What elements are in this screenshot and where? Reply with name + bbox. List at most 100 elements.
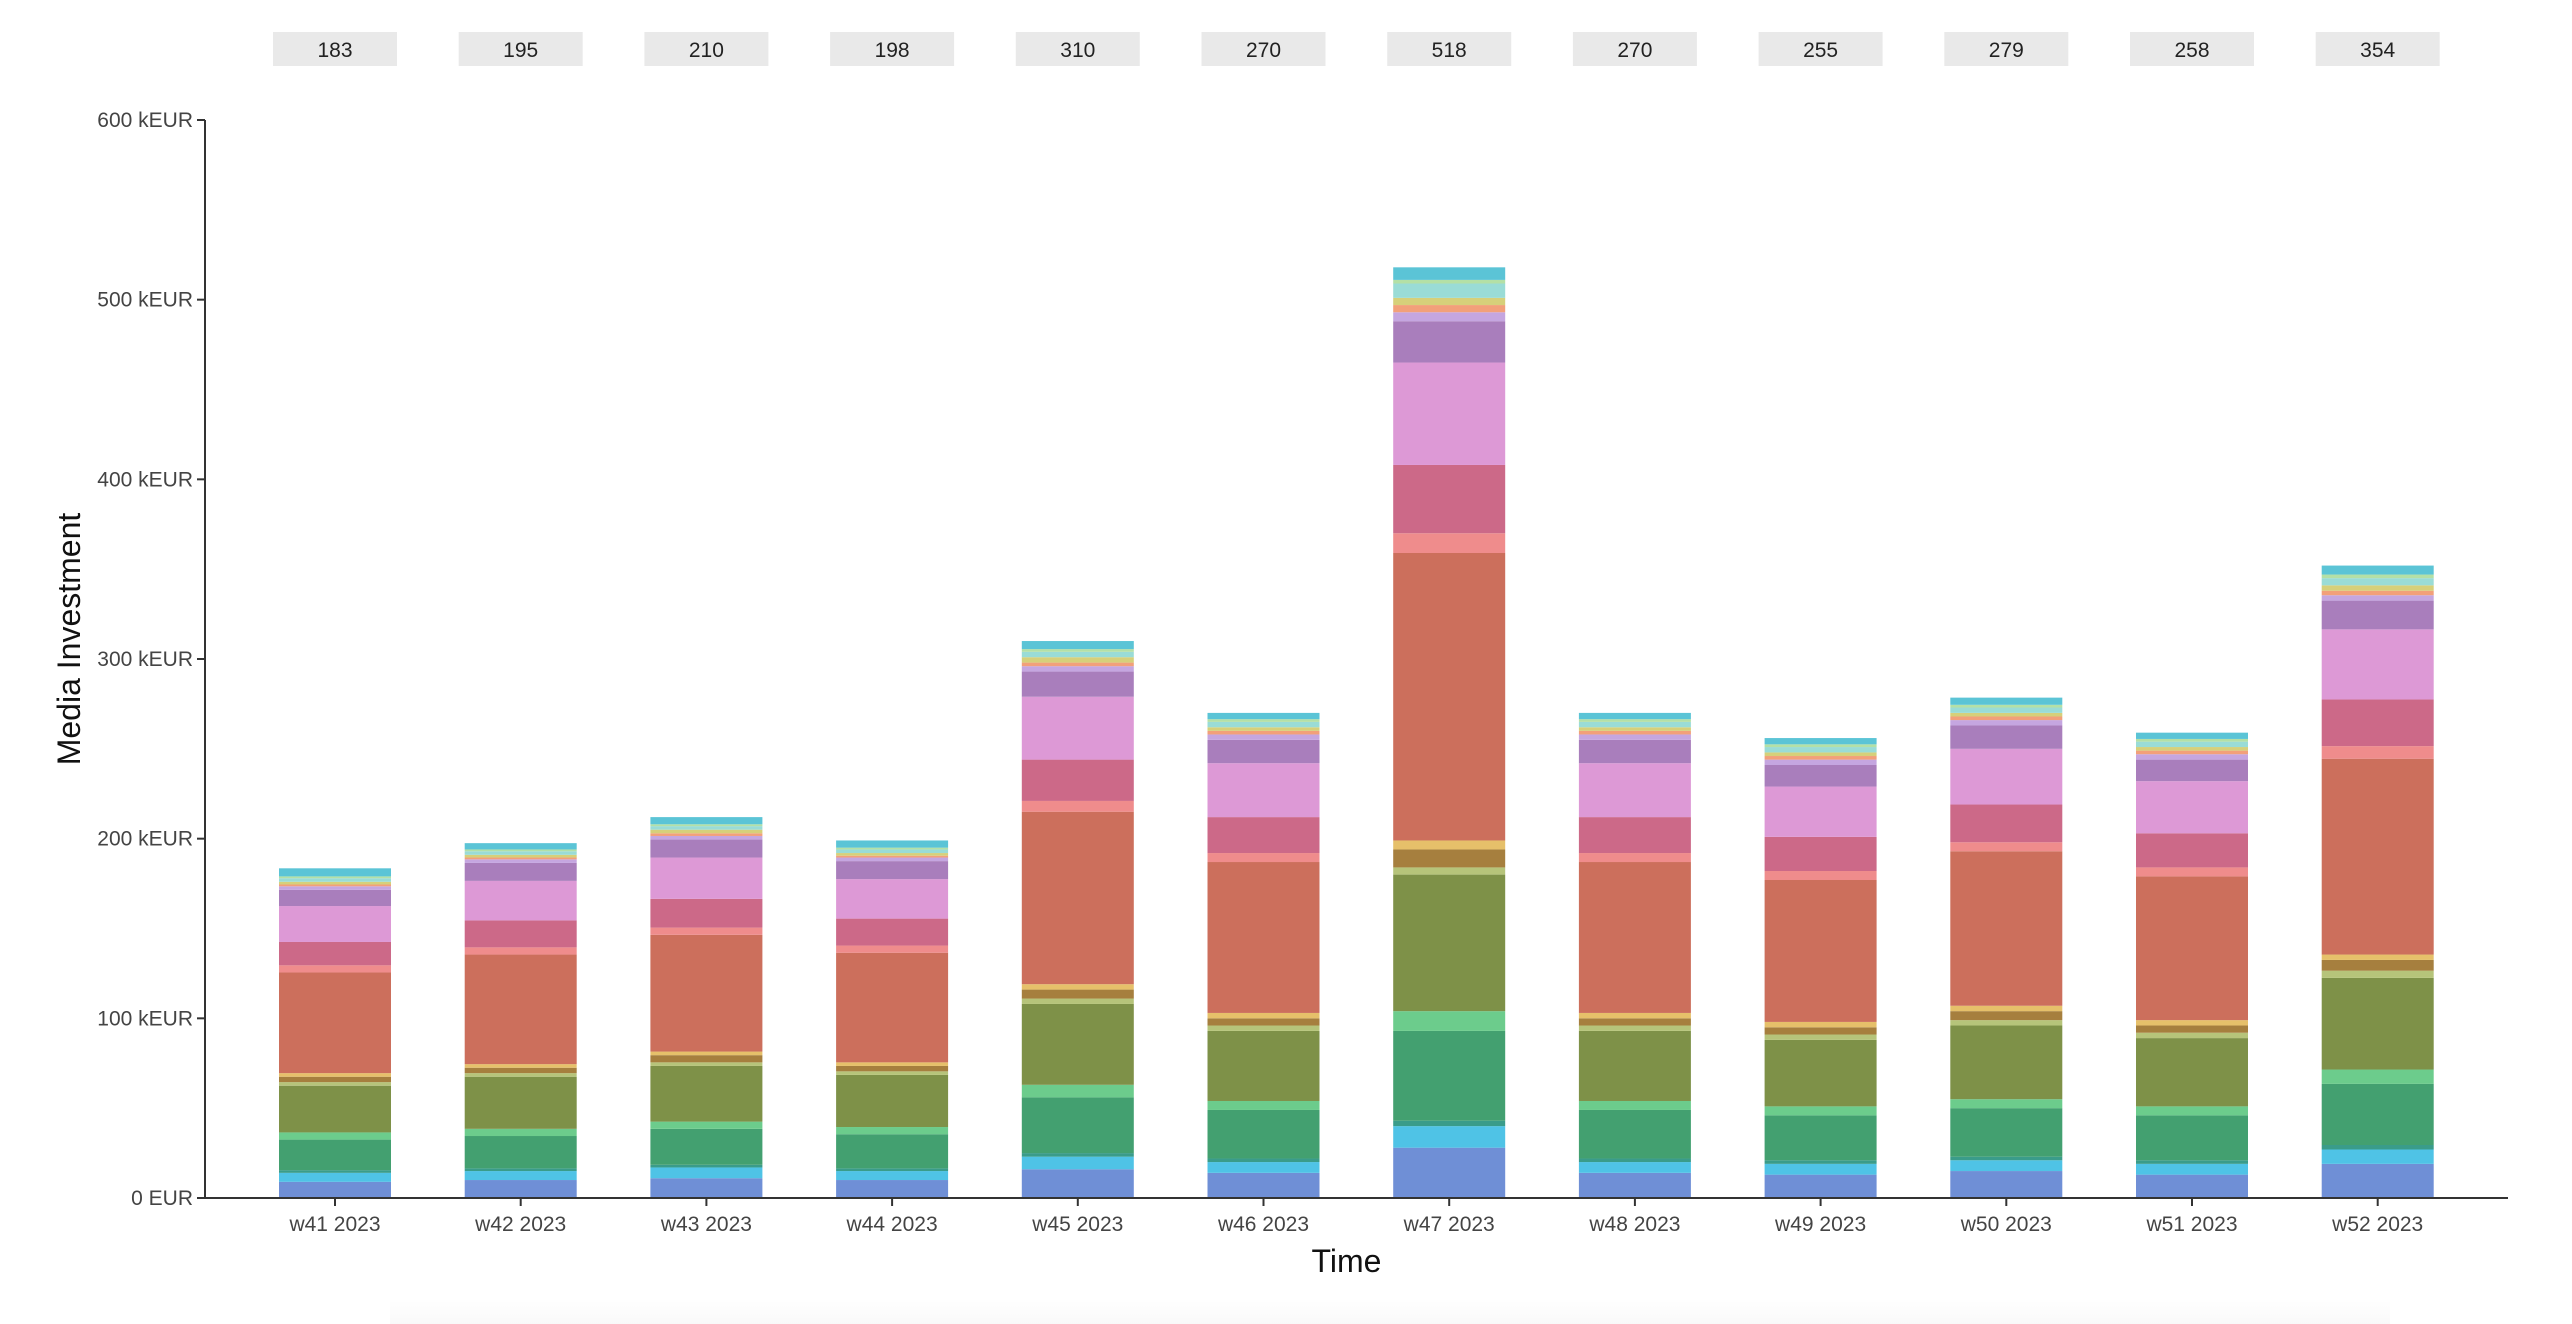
bar-segment	[836, 857, 949, 862]
bar-segment	[2136, 747, 2248, 751]
bar-segment	[1021, 696, 1134, 760]
bar-segment	[1393, 1126, 1506, 1148]
bar-segment	[1764, 744, 1877, 748]
total-badges: 183 195 210 198 310 270 518 270 255 279 258 354	[273, 32, 2440, 66]
bar-segment	[1393, 874, 1506, 1012]
bar-segment	[1207, 853, 1320, 863]
bar-segment	[1021, 800, 1134, 812]
y-tick-label: 500 kEUR	[97, 289, 193, 312]
bar-segment	[836, 855, 949, 858]
bar-segment	[1764, 836, 1877, 872]
bar-segment	[1393, 1011, 1506, 1031]
x-tick-label: w49 2023	[1774, 1213, 1866, 1236]
x-tick-label: w48 2023	[1588, 1213, 1680, 1236]
bar-segment	[836, 945, 949, 953]
bar-segment	[1393, 1030, 1506, 1121]
bar-segment	[650, 826, 763, 830]
bar-segment	[836, 861, 949, 880]
bar-segment	[836, 879, 949, 919]
bar-segment	[836, 1168, 949, 1172]
bar-segment	[1578, 1018, 1691, 1026]
total-badge: 255	[1758, 32, 1883, 66]
bar-segment	[650, 817, 763, 825]
bar-segment	[2136, 1020, 2248, 1026]
bar-segment	[1207, 739, 1320, 764]
bar-segment	[1764, 1027, 1877, 1035]
bar-segment	[650, 898, 763, 928]
bar-stack	[836, 840, 949, 1198]
bar-segment	[279, 1181, 391, 1198]
bar-segment	[1578, 712, 1691, 720]
total-badge-label: 198	[875, 39, 910, 62]
total-badge-bg	[273, 32, 397, 66]
bar-segment	[464, 954, 577, 1065]
bar-segment	[1021, 1084, 1134, 1098]
bar-segment	[1578, 1162, 1691, 1173]
bar-segment	[279, 941, 391, 966]
bar-segment	[1950, 697, 2063, 705]
bar-segment	[279, 889, 391, 907]
total-badge-bg	[830, 32, 955, 66]
bar-segment	[1207, 719, 1320, 722]
bar-segment	[2321, 758, 2434, 955]
bar-segment	[1578, 853, 1691, 863]
bar-segment	[1578, 1030, 1691, 1101]
total-badge: 270	[1201, 32, 1326, 66]
bar-segment	[2136, 1038, 2248, 1107]
bar-segment	[1578, 1109, 1691, 1159]
x-tick-label: w45 2023	[1031, 1213, 1123, 1236]
bar-segment	[1950, 842, 2063, 852]
y-axis-title: Media Investment	[51, 513, 87, 766]
bar-segment	[1578, 1025, 1691, 1031]
y-tick-label: 100 kEUR	[97, 1007, 193, 1030]
bar-segment	[279, 965, 391, 973]
bar-segment	[1021, 651, 1134, 658]
bar-segment	[1021, 649, 1134, 652]
bar-segment	[1021, 1169, 1134, 1198]
bar-segment	[1207, 1025, 1320, 1031]
bar-segment	[1021, 998, 1134, 1004]
bar-stack	[650, 817, 763, 1198]
bar-segment	[650, 1051, 763, 1056]
bar-segment	[279, 884, 391, 887]
y-tick-label: 200 kEUR	[97, 828, 193, 851]
bar-segment	[1021, 1097, 1134, 1154]
bar-segment	[2321, 585, 2434, 591]
bar-segment	[1950, 704, 2063, 708]
bar-stack	[1021, 641, 1134, 1198]
total-badge: 354	[2315, 32, 2440, 66]
bar-segment	[1207, 734, 1320, 740]
bar-segment	[1207, 817, 1320, 854]
total-badge-bg	[1015, 32, 1140, 66]
bar-segment	[650, 833, 763, 836]
bar-segment	[1578, 862, 1691, 1013]
bottom-shadow	[390, 1300, 2390, 1324]
bar-segment	[2321, 1149, 2434, 1164]
bar-segment	[2136, 754, 2248, 760]
total-badge-label: 518	[1432, 39, 1467, 62]
bar-segment	[1950, 716, 2063, 721]
bar-segment	[1764, 879, 1877, 1022]
bar-segment	[1207, 1109, 1320, 1159]
bar-segment	[279, 906, 391, 942]
bar-segment	[1207, 1158, 1320, 1163]
bar-segment	[1393, 840, 1506, 850]
bar-segment	[464, 1128, 577, 1137]
bar-segment	[1393, 1147, 1506, 1198]
total-badge-bg	[1758, 32, 1883, 66]
bar-segment	[836, 1134, 949, 1169]
bar-segment	[836, 1171, 949, 1181]
bar-segment	[1021, 657, 1134, 663]
bar-segment	[1021, 1156, 1134, 1170]
bar-segment	[2136, 1025, 2248, 1033]
bar-segment	[1578, 1012, 1691, 1019]
y-tick-label: 400 kEUR	[97, 468, 193, 491]
bar-segment	[1021, 984, 1134, 990]
bar-segment	[1950, 1005, 2063, 1012]
bar-segment	[279, 1076, 391, 1083]
total-badge: 279	[1944, 32, 2069, 66]
total-badge: 270	[1572, 32, 1697, 66]
bar-segment	[279, 1132, 391, 1140]
bar-segment	[1021, 1153, 1134, 1157]
total-badge-label: 354	[2360, 39, 2395, 62]
